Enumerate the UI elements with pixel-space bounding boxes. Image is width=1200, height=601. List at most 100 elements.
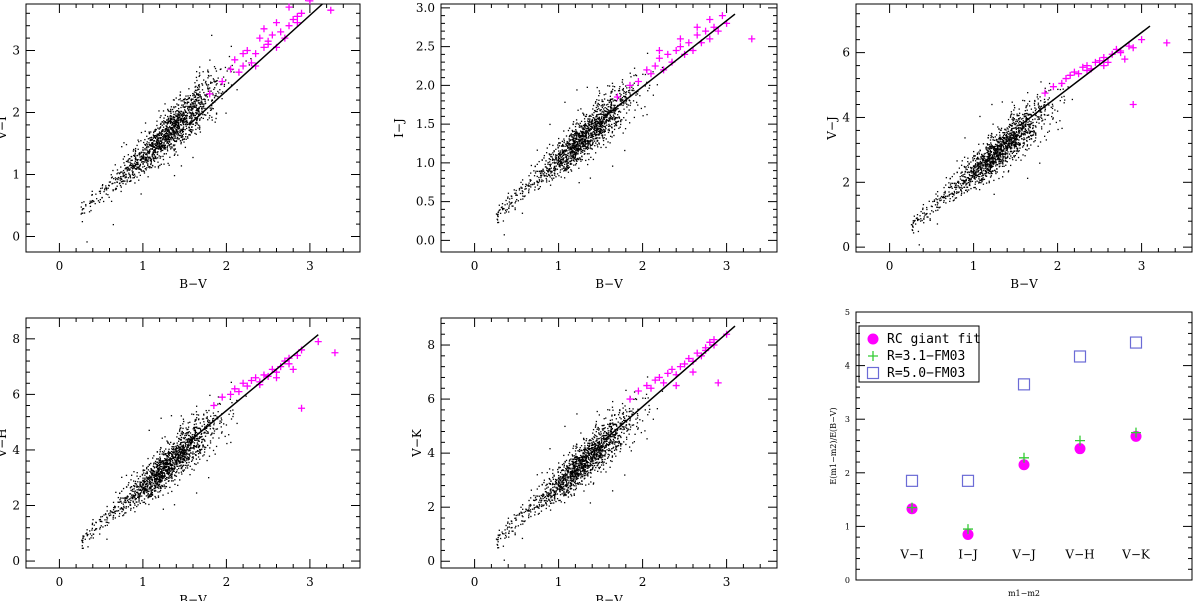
field-star-point bbox=[1018, 134, 1020, 137]
field-star-point bbox=[587, 122, 589, 125]
field-star-point bbox=[1014, 107, 1016, 109]
field-star-point bbox=[617, 120, 620, 122]
field-star-point bbox=[977, 167, 980, 170]
field-star-point bbox=[552, 152, 554, 154]
field-star-point bbox=[173, 174, 176, 177]
field-star-point bbox=[591, 136, 593, 138]
field-star-point bbox=[200, 107, 203, 109]
field-star-point bbox=[537, 188, 540, 190]
field-star-point bbox=[536, 184, 539, 186]
field-star-point bbox=[601, 111, 603, 113]
field-star-point bbox=[1010, 146, 1012, 149]
field-star-point bbox=[91, 199, 94, 202]
field-star-point bbox=[134, 152, 136, 154]
field-star-point bbox=[193, 91, 196, 93]
field-star-point bbox=[185, 136, 187, 138]
field-star-point bbox=[578, 167, 580, 169]
field-star-point bbox=[188, 105, 191, 108]
field-star-point bbox=[577, 132, 579, 134]
field-star-point bbox=[549, 161, 551, 163]
field-star-point bbox=[165, 125, 167, 127]
field-star-point bbox=[1044, 87, 1046, 89]
field-star-point bbox=[949, 197, 951, 200]
field-star-point bbox=[1040, 100, 1042, 102]
field-star-point bbox=[578, 134, 580, 136]
field-star-point bbox=[548, 173, 550, 176]
field-star-point bbox=[562, 143, 564, 146]
rc-giant-point bbox=[655, 47, 663, 54]
field-star-point bbox=[586, 130, 588, 132]
field-star-point bbox=[596, 114, 598, 116]
field-star-point bbox=[541, 171, 544, 173]
field-star-point bbox=[1018, 126, 1020, 129]
field-star-point bbox=[586, 125, 588, 127]
field-star-point bbox=[1002, 163, 1004, 165]
field-star-point bbox=[154, 166, 156, 168]
field-star-point bbox=[198, 103, 201, 105]
field-star-point bbox=[541, 179, 543, 181]
field-star-point bbox=[555, 176, 557, 178]
field-star-point bbox=[989, 167, 992, 169]
field-star-point bbox=[599, 120, 601, 122]
field-star-point bbox=[543, 174, 545, 176]
field-star-point bbox=[189, 94, 191, 97]
field-star-point bbox=[180, 124, 183, 126]
field-star-point bbox=[197, 112, 199, 114]
field-star-point bbox=[89, 200, 91, 202]
field-star-point bbox=[915, 217, 918, 220]
field-star-point bbox=[524, 185, 527, 188]
field-star-point bbox=[591, 119, 594, 122]
field-star-point bbox=[925, 213, 927, 215]
field-star-point bbox=[195, 76, 198, 79]
field-star-point bbox=[617, 107, 619, 110]
field-star-point bbox=[1052, 118, 1054, 120]
field-star-point bbox=[579, 130, 582, 132]
field-star-point bbox=[110, 177, 113, 179]
field-star-point bbox=[124, 180, 126, 182]
field-star-point bbox=[918, 218, 920, 221]
field-star-point bbox=[567, 158, 569, 161]
field-star-point bbox=[1024, 129, 1026, 131]
field-star-point bbox=[158, 147, 160, 150]
field-star-point bbox=[567, 166, 569, 169]
field-star-point bbox=[195, 112, 197, 114]
field-star-point bbox=[1057, 128, 1059, 131]
field-star-point bbox=[554, 174, 556, 176]
field-star-point bbox=[144, 161, 146, 163]
rc-giant-point bbox=[1075, 70, 1083, 78]
x-tick-label: 2 bbox=[223, 575, 231, 589]
field-star-point bbox=[1039, 162, 1041, 164]
field-star-point bbox=[166, 135, 168, 137]
field-star-point bbox=[578, 134, 580, 137]
field-star-point bbox=[1000, 143, 1002, 145]
field-star-point bbox=[989, 146, 991, 148]
field-star-point bbox=[595, 142, 597, 144]
field-star-point bbox=[182, 128, 184, 130]
field-star-point bbox=[595, 129, 597, 132]
field-star-point bbox=[169, 120, 171, 122]
field-star-point bbox=[1063, 102, 1065, 104]
field-star-point bbox=[528, 175, 530, 177]
field-star-point bbox=[559, 162, 562, 164]
field-star-point bbox=[187, 106, 190, 108]
field-star-point bbox=[985, 147, 987, 149]
field-star-point bbox=[592, 138, 594, 140]
field-star-point bbox=[145, 160, 147, 162]
rc-giant-point bbox=[613, 93, 621, 101]
field-star-point bbox=[1000, 149, 1002, 151]
field-star-point bbox=[176, 126, 179, 129]
field-star-point bbox=[1004, 156, 1006, 158]
field-star-point bbox=[607, 85, 609, 87]
field-star-point bbox=[184, 109, 186, 111]
field-star-point bbox=[533, 170, 535, 172]
field-star-point bbox=[1010, 137, 1012, 140]
field-star-point bbox=[620, 100, 622, 102]
field-star-point bbox=[994, 150, 996, 152]
field-star-point bbox=[591, 118, 593, 121]
field-star-point bbox=[990, 147, 992, 150]
field-star-point bbox=[522, 191, 524, 193]
field-star-point bbox=[652, 94, 655, 96]
field-star-point bbox=[589, 177, 592, 179]
y-tick-label: 0 bbox=[842, 240, 850, 254]
field-star-point bbox=[1000, 141, 1002, 143]
